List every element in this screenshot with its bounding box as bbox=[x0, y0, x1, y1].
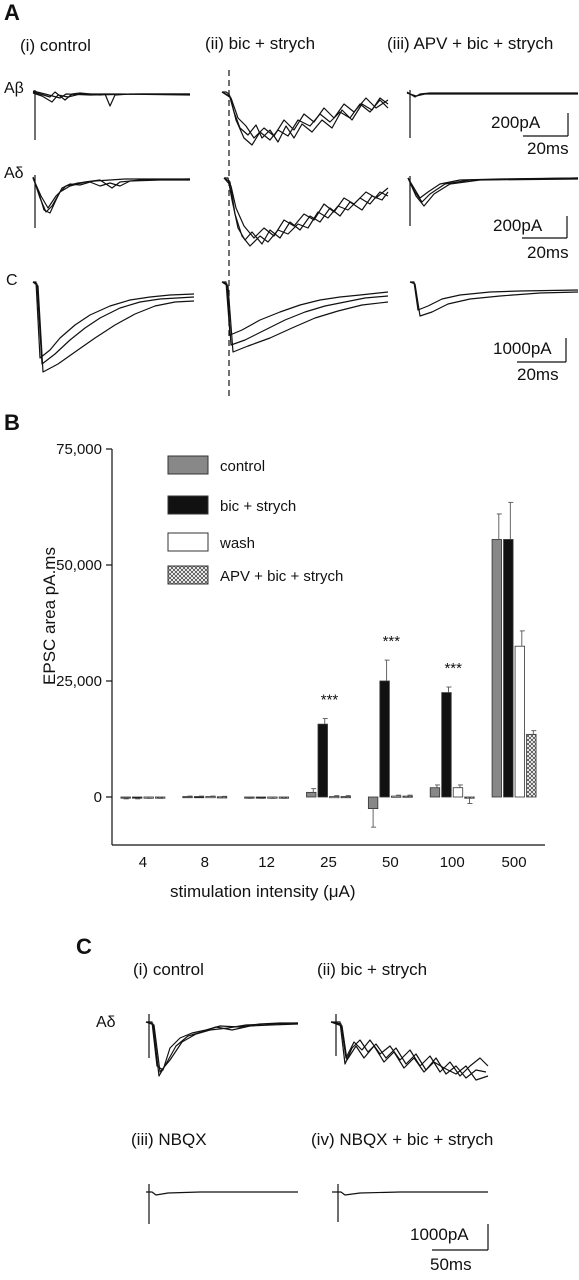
y-tick-label: 50,000 bbox=[56, 557, 102, 574]
bar bbox=[452, 787, 464, 798]
bar bbox=[379, 680, 390, 798]
legend-label: bic + strych bbox=[220, 498, 296, 515]
trace-c-panel-nbqx-bic-strych bbox=[332, 1184, 488, 1222]
significance-marker: *** bbox=[383, 633, 401, 650]
panel-a-condition-control: (i) control bbox=[20, 36, 91, 55]
trace-c-panel-bic-strych bbox=[330, 1014, 489, 1081]
x-axis-label: stimulation intensity (μA) bbox=[170, 882, 356, 901]
bar bbox=[306, 791, 317, 798]
bar bbox=[182, 796, 193, 799]
x-tick-label: 500 bbox=[502, 854, 527, 871]
scale-bar-1-time: 20ms bbox=[527, 139, 569, 158]
panel-a-condition-apv: (iii) APV + bic + strych bbox=[387, 34, 554, 53]
chart-axes: 0 25,000 50,000 75,000 4 8 12 25 50 100 500 bbox=[56, 441, 545, 871]
y-tick-label: 25,000 bbox=[56, 673, 102, 690]
x-tick-label: 25 bbox=[320, 854, 337, 871]
legend-label: control bbox=[220, 458, 265, 475]
bar bbox=[491, 539, 502, 798]
bar bbox=[526, 733, 537, 798]
scale-bar-3 bbox=[517, 338, 567, 363]
panel-c-scale-current: 1000pA bbox=[410, 1225, 469, 1244]
bar bbox=[193, 796, 205, 799]
panel-c-condition-control: (i) control bbox=[133, 960, 204, 979]
panel-c-condition-nbqx-bic-strych: (iv) NBQX + bic + strych bbox=[311, 1130, 494, 1149]
panel-b-label: B bbox=[4, 410, 20, 435]
chart-bars: *** *** *** bbox=[120, 501, 537, 828]
trace-c-apv bbox=[409, 281, 579, 317]
chart-legend: control bic + strych wash APV + bic + stryc… bbox=[167, 455, 343, 585]
bar bbox=[340, 796, 351, 799]
bar bbox=[367, 796, 379, 810]
x-tick-label: 12 bbox=[258, 854, 275, 871]
bar bbox=[205, 796, 216, 799]
bar bbox=[390, 795, 402, 798]
scale-bar-1 bbox=[523, 113, 569, 137]
scale-bar-1-current: 200pA bbox=[491, 113, 541, 132]
trace-abeta-apv bbox=[406, 90, 578, 138]
x-tick-label: 8 bbox=[201, 854, 209, 871]
y-tick-label: 75,000 bbox=[56, 441, 102, 458]
significance-marker: *** bbox=[321, 692, 339, 709]
x-tick-label: 4 bbox=[139, 854, 147, 871]
panel-c-label: C bbox=[76, 934, 92, 959]
scale-bar-3-time: 20ms bbox=[517, 365, 559, 384]
trace-abeta-bic-strych bbox=[221, 91, 389, 146]
panel-c-row-label: Aδ bbox=[96, 1014, 116, 1031]
legend-swatch bbox=[167, 495, 209, 515]
trace-abeta-control bbox=[32, 90, 191, 140]
legend-label: wash bbox=[219, 535, 255, 552]
scale-bar-2 bbox=[522, 216, 568, 239]
bar bbox=[503, 539, 514, 798]
bar bbox=[441, 692, 452, 798]
panel-c-scale-time: 50ms bbox=[430, 1255, 472, 1274]
legend-swatch bbox=[167, 455, 209, 475]
legend-label: APV + bic + strych bbox=[220, 568, 343, 585]
trace-c-panel-nbqx bbox=[146, 1184, 298, 1224]
bar bbox=[514, 645, 525, 798]
trace-c-bic-strych bbox=[221, 281, 389, 353]
bar bbox=[429, 787, 441, 798]
bar bbox=[317, 723, 328, 798]
bar bbox=[402, 795, 413, 798]
y-tick-label: 0 bbox=[94, 789, 102, 806]
panel-a-label: A bbox=[4, 0, 20, 25]
panel-a-traces bbox=[32, 70, 579, 400]
significance-marker: *** bbox=[444, 660, 462, 677]
scale-bar-2-current: 200pA bbox=[493, 216, 543, 235]
row-label-abeta: Aβ bbox=[4, 80, 24, 97]
trace-c-control bbox=[32, 281, 195, 373]
bar bbox=[329, 796, 340, 799]
row-label-adelta: Aδ bbox=[4, 165, 24, 182]
scale-bar-2-time: 20ms bbox=[527, 243, 569, 262]
row-label-c: C bbox=[6, 272, 18, 289]
legend-swatch bbox=[167, 532, 209, 552]
bar bbox=[216, 796, 228, 799]
trace-adelta-apv bbox=[407, 176, 579, 226]
panel-c-condition-bic-strych: (ii) bic + strych bbox=[317, 960, 428, 979]
x-tick-label: 50 bbox=[382, 854, 399, 871]
scale-bar-3-current: 1000pA bbox=[493, 339, 552, 358]
trace-c-panel-control bbox=[145, 1014, 299, 1077]
panel-a-condition-bic-strych: (ii) bic + strych bbox=[205, 34, 316, 53]
trace-adelta-control bbox=[32, 175, 191, 228]
panel-c-condition-nbqx: (iii) NBQX bbox=[131, 1130, 207, 1149]
trace-adelta-bic-strych bbox=[223, 177, 389, 247]
legend-swatch bbox=[167, 565, 209, 585]
x-tick-label: 100 bbox=[440, 854, 465, 871]
